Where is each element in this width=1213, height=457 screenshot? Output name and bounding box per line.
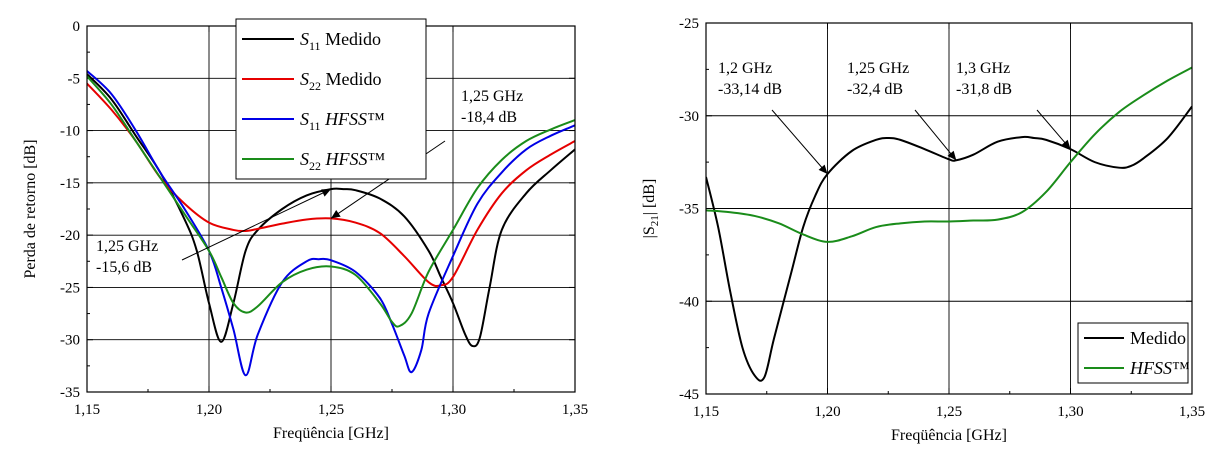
annotations: 1,2 GHz -33,14 dB 1,25 GHz -32,4 dB 1,3 GHz -… <box>718 60 1071 175</box>
legend-symbol: S <box>300 109 309 129</box>
x-tick-label: 1,20 <box>196 402 222 418</box>
series-group <box>706 66 1192 382</box>
series-line-2 <box>87 70 575 377</box>
x-tick-label: 1,15 <box>693 404 719 420</box>
y-tick-label: -10 <box>60 124 80 140</box>
legend-label-0: S11 Medido <box>300 29 381 53</box>
legend-label-1: HFSS™ <box>1129 358 1190 378</box>
x-tick-label: 1,30 <box>440 402 466 418</box>
legend-trademark: ™ <box>367 109 385 129</box>
y-axis-label: Perda de retorno [dB] <box>22 139 39 278</box>
annotation-line-2: -33,14 dB <box>718 81 782 98</box>
y-tick-label: 0 <box>73 19 81 35</box>
x-tick-label: 1,35 <box>562 402 588 418</box>
legend-subscript: 22 <box>309 159 321 173</box>
annotation-line-2: -15,6 dB <box>96 259 152 276</box>
annotation-line-2: -18,4 dB <box>461 109 517 126</box>
y-tick-label: -45 <box>679 387 699 403</box>
legend-text: Medido <box>1130 328 1186 348</box>
annotation-line-2: -31,8 dB <box>956 81 1012 98</box>
annotation-arrow-line <box>181 188 332 261</box>
legend-label-0: Medido <box>1130 328 1186 348</box>
grid <box>706 23 1192 394</box>
x-tick-label: 1,15 <box>74 402 100 418</box>
y-tick-label: -20 <box>60 228 80 244</box>
legend-symbol: S <box>300 29 309 49</box>
annotation-line-1: 1,25 GHz <box>96 238 158 255</box>
y-tick-label: -15 <box>60 176 80 192</box>
y-tick-label: -35 <box>60 385 80 401</box>
legend-trademark: ™ <box>368 149 386 169</box>
chart-return-loss: 1,15 1,20 1,25 1,30 1,35 0 -5 -10 -15 -20 -25 -30 -3… <box>22 18 588 442</box>
x-tick-label: 1,30 <box>1057 404 1083 420</box>
annotation-arrow-head <box>331 210 341 219</box>
legend-label-2: S11 HFSS™ <box>300 109 385 133</box>
x-tick-label: 1,35 <box>1179 404 1205 420</box>
y-tick-label: -40 <box>679 294 699 310</box>
legend-subscript: 22 <box>309 79 321 93</box>
y-tick-label: -30 <box>60 333 80 349</box>
y-tick-label: -25 <box>679 16 699 32</box>
y-tick-label: -5 <box>68 71 81 87</box>
legend-trademark: ™ <box>1172 358 1190 378</box>
legend-box <box>235 18 427 180</box>
y-tick-label: -35 <box>679 202 699 218</box>
annotation-line-2: -32,4 dB <box>847 81 903 98</box>
axis-ticks: 1,15 1,20 1,25 1,30 1,35 0 -5 -10 -15 -20 -25 -30 -3… <box>60 19 588 418</box>
legend: Medido HFSS™ <box>1077 322 1190 384</box>
legend-subscript: 11 <box>309 39 321 53</box>
y-tick-label: -30 <box>679 109 699 125</box>
series-line-1 <box>706 66 1192 243</box>
series-line-0 <box>706 105 1192 382</box>
annotation-label: 1,25 GHz -32,4 dB <box>847 60 909 98</box>
legend-text: Medido <box>321 29 382 49</box>
annotation-arrow-head <box>1061 139 1071 150</box>
legend-subscript: 11 <box>309 119 321 133</box>
x-axis-label: Freqüência [GHz] <box>891 427 1007 444</box>
annotation-line-1: 1,25 GHz <box>847 60 909 77</box>
y-axis-label: |S21| [dB] <box>641 179 661 239</box>
annotation-arrow-line <box>771 109 828 175</box>
x-tick-label: 1,25 <box>936 404 962 420</box>
annotation-arrow-head <box>947 150 957 161</box>
annotation-label: 1,25 GHz -15,6 dB <box>96 238 158 276</box>
x-tick-label: 1,20 <box>814 404 840 420</box>
chart-s21: 1,15 1,20 1,25 1,30 1,35 -25 -30 -35 -40 -45 Freqü… <box>641 16 1205 444</box>
annotations: 1,25 GHz -18,4 dB 1,25 GHz -15,6 dB <box>96 88 523 276</box>
legend-text: HFSS <box>321 109 368 129</box>
annotation-line-1: 1,2 GHz <box>718 60 772 77</box>
x-axis-label: Freqüência [GHz] <box>273 425 389 442</box>
y-axis-label-rest: | [dB] <box>641 179 658 216</box>
legend-symbol: S <box>300 69 309 89</box>
annotation-arrow-line <box>914 109 957 161</box>
annotation-label: 1,3 GHz -31,8 dB <box>956 60 1012 98</box>
legend-box <box>1077 322 1189 384</box>
legend-text: HFSS <box>321 149 368 169</box>
series-group <box>87 70 575 377</box>
legend-text: Medido <box>321 69 382 89</box>
y-axis-label-base: |S <box>641 226 658 238</box>
x-tick-label: 1,25 <box>318 402 344 418</box>
annotation-line-1: 1,25 GHz <box>461 88 523 105</box>
annotation-line-1: 1,3 GHz <box>956 60 1010 77</box>
series-line-0 <box>87 73 575 348</box>
series-line-3 <box>87 75 575 328</box>
plot-frame <box>705 22 1193 395</box>
legend-label-1: S22 Medido <box>300 69 382 93</box>
annotation-arrow-head <box>818 164 828 174</box>
legend-symbol: S <box>300 149 309 169</box>
legend-label-3: S22 HFSS™ <box>300 149 385 173</box>
y-axis-label-sub: 21 <box>649 215 661 226</box>
annotation-label: 1,25 GHz -18,4 dB <box>461 88 523 126</box>
annotation-arrow-head <box>321 189 331 197</box>
y-tick-label: -25 <box>60 280 80 296</box>
legend-text: HFSS <box>1129 358 1172 378</box>
axis-ticks: 1,15 1,20 1,25 1,30 1,35 -25 -30 -35 -40 -45 <box>679 16 1205 420</box>
annotation-label: 1,2 GHz -33,14 dB <box>718 60 782 98</box>
